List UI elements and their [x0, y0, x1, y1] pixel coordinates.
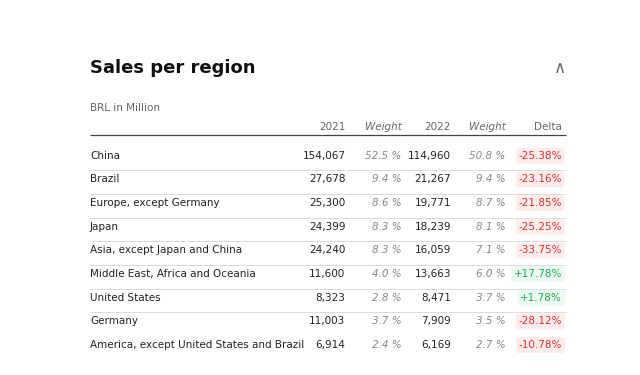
- Text: Weight: Weight: [468, 122, 506, 132]
- Text: 25,300: 25,300: [309, 198, 346, 208]
- Text: 52.5 %: 52.5 %: [365, 151, 401, 160]
- Text: 6,169: 6,169: [421, 340, 451, 350]
- Text: +17.78%: +17.78%: [514, 269, 562, 279]
- Text: 11,600: 11,600: [309, 269, 346, 279]
- Text: 3.7 %: 3.7 %: [476, 293, 506, 303]
- Text: 8.6 %: 8.6 %: [372, 198, 401, 208]
- Text: Asia, except Japan and China: Asia, except Japan and China: [90, 245, 242, 255]
- Text: -33.75%: -33.75%: [518, 245, 562, 255]
- Text: 19,771: 19,771: [415, 198, 451, 208]
- Text: +1.78%: +1.78%: [520, 293, 562, 303]
- Text: Brazil: Brazil: [90, 174, 119, 184]
- Text: 8,323: 8,323: [316, 293, 346, 303]
- Text: Weight: Weight: [365, 122, 401, 132]
- Text: 2.4 %: 2.4 %: [372, 340, 401, 350]
- Text: United States: United States: [90, 293, 161, 303]
- Text: 3.5 %: 3.5 %: [476, 316, 506, 326]
- Text: 2.7 %: 2.7 %: [476, 340, 506, 350]
- Text: 8,471: 8,471: [421, 293, 451, 303]
- Text: 6.0 %: 6.0 %: [476, 269, 506, 279]
- Text: -10.78%: -10.78%: [519, 340, 562, 350]
- Text: 9.4 %: 9.4 %: [476, 174, 506, 184]
- Text: 4.0 %: 4.0 %: [372, 269, 401, 279]
- Text: 21,267: 21,267: [415, 174, 451, 184]
- Text: 8.3 %: 8.3 %: [372, 245, 401, 255]
- Text: America, except United States and Brazil: America, except United States and Brazil: [90, 340, 304, 350]
- Text: 2022: 2022: [424, 122, 451, 132]
- Text: Japan: Japan: [90, 222, 119, 232]
- Text: -25.25%: -25.25%: [518, 222, 562, 232]
- Text: 8.7 %: 8.7 %: [476, 198, 506, 208]
- Text: 16,059: 16,059: [415, 245, 451, 255]
- Text: Middle East, Africa and Oceania: Middle East, Africa and Oceania: [90, 269, 255, 279]
- Text: Germany: Germany: [90, 316, 138, 326]
- Text: 11,003: 11,003: [309, 316, 346, 326]
- Text: China: China: [90, 151, 120, 160]
- Text: 9.4 %: 9.4 %: [372, 174, 401, 184]
- Text: BRL in Million: BRL in Million: [90, 103, 160, 113]
- Text: -25.38%: -25.38%: [518, 151, 562, 160]
- Text: 50.8 %: 50.8 %: [469, 151, 506, 160]
- Text: 8.1 %: 8.1 %: [476, 222, 506, 232]
- Text: Europe, except Germany: Europe, except Germany: [90, 198, 220, 208]
- Text: 154,067: 154,067: [302, 151, 346, 160]
- Text: 2.8 %: 2.8 %: [372, 293, 401, 303]
- Text: Delta: Delta: [534, 122, 562, 132]
- Text: 27,678: 27,678: [309, 174, 346, 184]
- Text: -28.12%: -28.12%: [518, 316, 562, 326]
- Text: 6,914: 6,914: [316, 340, 346, 350]
- Text: -23.16%: -23.16%: [518, 174, 562, 184]
- Text: -21.85%: -21.85%: [518, 198, 562, 208]
- Text: 7.1 %: 7.1 %: [476, 245, 506, 255]
- Text: 7,909: 7,909: [421, 316, 451, 326]
- Text: 8.3 %: 8.3 %: [372, 222, 401, 232]
- Text: 24,240: 24,240: [309, 245, 346, 255]
- Text: 114,960: 114,960: [408, 151, 451, 160]
- Text: Sales per region: Sales per region: [90, 59, 255, 78]
- Text: 24,399: 24,399: [309, 222, 346, 232]
- Text: 3.7 %: 3.7 %: [372, 316, 401, 326]
- Text: ∧: ∧: [554, 59, 566, 78]
- Text: 18,239: 18,239: [415, 222, 451, 232]
- Text: 13,663: 13,663: [415, 269, 451, 279]
- Text: 2021: 2021: [319, 122, 346, 132]
